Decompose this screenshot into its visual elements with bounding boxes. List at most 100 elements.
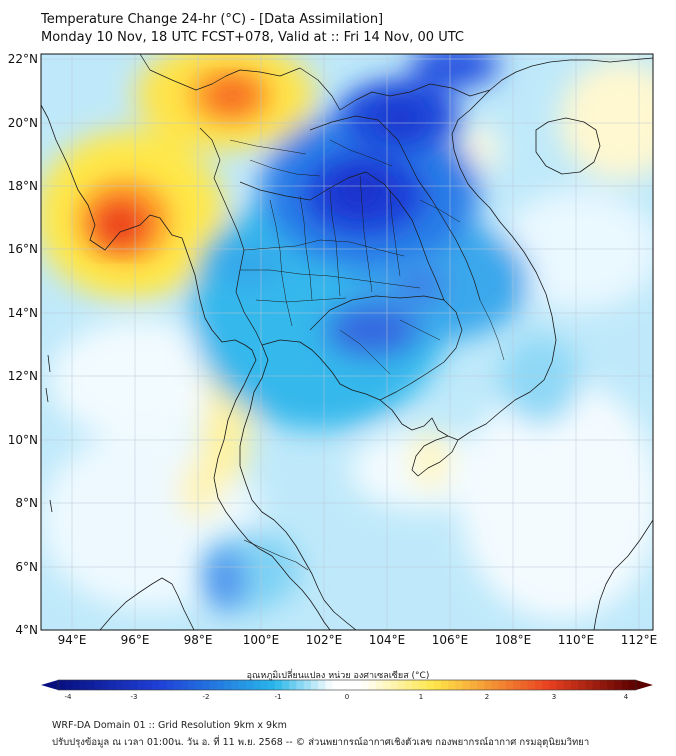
- colorbar-cell: [238, 680, 247, 690]
- lat-label-22n: 22°N: [7, 52, 38, 66]
- border-laos-vietnam: [309, 115, 481, 301]
- colorbar-cell: [245, 680, 254, 690]
- colorbar-cell: [72, 680, 81, 690]
- map-title: Temperature Change 24-hr (°C) - [Data As…: [41, 12, 384, 27]
- lat-label-12n: 12°N: [7, 369, 38, 383]
- border-myanmar-china: [139, 54, 301, 91]
- sumatra-coast: [99, 577, 195, 630]
- colorbar-label: อุณหภูมิเปลี่ยนแปลง หน่วย องศาเซลเซียส (…: [246, 671, 430, 681]
- colorbar-cell: [94, 680, 102, 690]
- lat-label-10n: 10°N: [7, 433, 38, 447]
- lon-label-96e: 96°E: [120, 633, 150, 647]
- province-borders: [229, 139, 505, 375]
- map-subtitle: Monday 10 Nov, 18 UTC FCST+078, Valid at…: [41, 30, 464, 45]
- lat-label-8n: 8°N: [15, 496, 38, 510]
- colorbar-cell: [614, 680, 622, 690]
- colorbar-cell: [412, 680, 420, 690]
- colorbar-cell: [267, 680, 276, 690]
- colorbar-cell: [404, 680, 413, 690]
- update-credit: ปรับปรุงข้อมูล ณ เวลา 01:00น. วัน อ. ที่…: [52, 737, 590, 748]
- colorbar-tick: -1: [274, 693, 282, 701]
- colorbar-cell: [397, 680, 406, 690]
- colorbar-cell: [513, 680, 521, 690]
- colorbar-cell: [195, 680, 203, 690]
- lon-label-102e: 102°E: [305, 633, 343, 647]
- lon-label-104e: 104°E: [368, 633, 406, 647]
- colorbar-cell: [578, 680, 586, 690]
- colorbar-cell: [166, 680, 175, 690]
- colorbar-cell: [224, 680, 232, 690]
- colorbar-min-arrow: [41, 680, 58, 690]
- colorbar-cell: [274, 680, 283, 690]
- colorbar-cell: [101, 680, 109, 690]
- colorbar-cell: [498, 680, 507, 690]
- colorbar-cell: [281, 680, 290, 690]
- lat-label-16n: 16°N: [7, 242, 38, 256]
- colorbar-cell: [260, 680, 268, 690]
- colorbar-cell: [159, 680, 167, 690]
- colorbar-cell: [108, 680, 117, 690]
- colorbar-cell: [469, 680, 478, 690]
- colorbar-cell: [209, 680, 218, 690]
- model-info: WRF-DA Domain 01 :: Grid Resolution 9km …: [52, 720, 287, 731]
- lat-label-20n: 20°N: [7, 116, 38, 130]
- colorbar-cell: [621, 680, 630, 690]
- colorbar-cell: [419, 680, 427, 690]
- colorbar-cell: [289, 680, 297, 690]
- lon-label-100e: 100°E: [242, 633, 280, 647]
- colorbar-cell: [361, 680, 370, 690]
- colorbar-tick: 3: [551, 693, 557, 701]
- andaman-islands: [45, 354, 53, 513]
- colorbar-cell: [216, 680, 225, 690]
- colorbar-tick: -2: [202, 693, 210, 701]
- colorbar-cell: [534, 680, 543, 690]
- colorbar-cell: [570, 680, 579, 690]
- colorbar-cell: [339, 680, 348, 690]
- colorbar-cell: [527, 680, 536, 690]
- colorbar-cell: [368, 680, 377, 690]
- colorbar-tick: -4: [64, 693, 72, 701]
- peninsula-east-coastline: [239, 344, 357, 630]
- colorbar-cell: [549, 680, 557, 690]
- colorbar-cell: [231, 680, 240, 690]
- colorbar-frame: [57, 679, 637, 691]
- colorbar-cell: [202, 680, 211, 690]
- colorbar-cell: [484, 680, 492, 690]
- border-cambodia: [309, 295, 463, 401]
- lat-label-18n: 18°N: [7, 179, 38, 193]
- lon-label-112e: 112°E: [620, 633, 658, 647]
- colorbar-cell: [253, 680, 261, 690]
- mainland-coastline: [41, 104, 331, 630]
- colorbar-cell: [448, 680, 456, 690]
- colorbar-cell: [180, 680, 189, 690]
- gulf-of-thailand-coast: [261, 339, 459, 441]
- map-frame: [40, 53, 654, 631]
- lon-label-94e: 94°E: [57, 633, 87, 647]
- colorbar-cell: [556, 680, 565, 690]
- colorbar-cell: [303, 680, 312, 690]
- colorbar-cell: [390, 680, 398, 690]
- colorbar-cell: [86, 680, 95, 690]
- colorbar-cell: [173, 680, 182, 690]
- borneo-coast: [593, 519, 653, 630]
- colorbar-cell: [599, 680, 608, 690]
- border-china-vietnam-laos: [299, 67, 491, 111]
- colorbar-tick: 4: [623, 693, 629, 701]
- border-laos-thailand: [239, 171, 445, 301]
- colorbar-cell: [115, 680, 124, 690]
- colorbar-tick: 1: [418, 693, 424, 701]
- lat-label-6n: 6°N: [15, 560, 38, 574]
- colorbar-cell: [607, 680, 615, 690]
- colorbar-cell: [520, 680, 529, 690]
- colorbar-cell: [563, 680, 572, 690]
- colorbar-cell: [383, 680, 391, 690]
- colorbar-cell: [505, 680, 514, 690]
- colorbar-cell: [332, 680, 341, 690]
- lon-label-108e: 108°E: [494, 633, 532, 647]
- lon-label-106e: 106°E: [431, 633, 469, 647]
- colorbar-cell: [426, 680, 435, 690]
- colorbar-cell: [592, 680, 601, 690]
- colorbar-cell: [325, 680, 333, 690]
- colorbar-cell: [628, 680, 637, 690]
- colorbar-cell: [585, 680, 594, 690]
